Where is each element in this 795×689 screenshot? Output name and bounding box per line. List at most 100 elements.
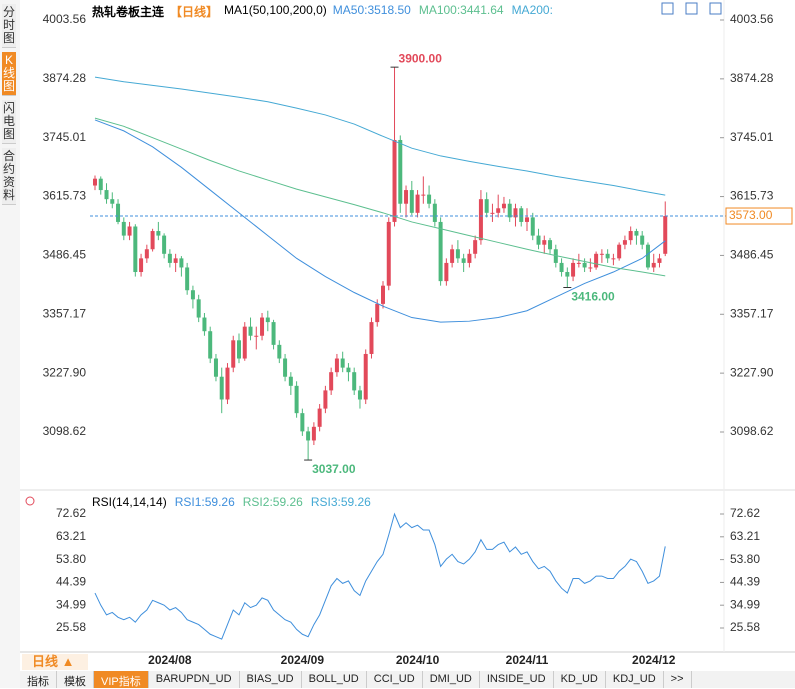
side-tab[interactable]: 合约资料 — [2, 148, 16, 205]
period-button[interactable]: 日线 ▲ — [22, 654, 88, 670]
candle-body — [334, 358, 339, 373]
candle-body — [404, 190, 409, 204]
y-tick-label: 3745.01 — [730, 130, 774, 144]
icon[interactable] — [661, 2, 674, 15]
candle-body — [565, 272, 570, 277]
candle-body — [617, 244, 622, 259]
candle-body — [167, 253, 172, 263]
candle-body — [104, 190, 109, 200]
icon[interactable] — [685, 2, 698, 15]
candle-body — [478, 199, 483, 241]
candle-body — [283, 358, 288, 377]
tab[interactable]: BARUPDN_UD — [149, 671, 240, 688]
candle-body — [306, 431, 311, 441]
tab[interactable]: KD_UD — [554, 671, 606, 688]
candle-body — [311, 426, 316, 441]
y-tick-label: 72.62 — [730, 506, 760, 520]
tab[interactable]: 模板 — [57, 671, 94, 688]
candle-body — [323, 390, 328, 409]
y-tick-label: 3486.45 — [730, 248, 774, 262]
tab[interactable]: CCI_UD — [367, 671, 423, 688]
candle-body — [473, 240, 478, 254]
icon[interactable] — [709, 2, 722, 15]
candle-body — [542, 240, 547, 245]
header: 热轧卷板主连 【日线】 MA1(50,100,200,0) MA50:3518.… — [92, 3, 553, 20]
candle-body — [179, 258, 184, 268]
legend-entry: RSI1:59.26 — [174, 495, 235, 509]
candle-body — [392, 139, 397, 222]
candle-body — [329, 372, 334, 391]
candle-body — [277, 344, 282, 359]
candle-body — [432, 203, 437, 222]
candle-body — [271, 322, 276, 345]
x-tick-label: 2024/09 — [281, 653, 325, 667]
candle-body — [98, 178, 103, 191]
candle-body — [369, 322, 374, 354]
candle-body — [110, 199, 115, 204]
tab[interactable]: DMI_UD — [423, 671, 480, 688]
candle-body — [248, 326, 253, 336]
tab[interactable]: BOLL_UD — [302, 671, 367, 688]
y-tick-label: 3745.01 — [43, 130, 87, 144]
window-icons[interactable] — [661, 2, 722, 15]
candle-body — [173, 258, 178, 263]
tab[interactable]: >> — [664, 671, 692, 688]
rsi-icon[interactable] — [25, 496, 35, 506]
candle-body — [530, 217, 535, 236]
candle-body — [300, 413, 305, 432]
candle-body — [467, 253, 472, 263]
y-tick-label: 25.58 — [56, 620, 86, 634]
y-tick-label: 34.99 — [56, 597, 86, 611]
candle-body — [352, 372, 357, 391]
candle-body — [202, 317, 207, 332]
candle-body — [651, 262, 656, 268]
legend-entry: MA200: — [511, 3, 553, 17]
side-tab[interactable]: 闪电图 — [2, 100, 16, 144]
tab[interactable]: VIP指标 — [94, 671, 149, 688]
side-tab[interactable]: K线图 — [2, 52, 16, 96]
candle-body — [501, 203, 506, 209]
candle-body — [363, 353, 368, 400]
y-tick-label: 53.80 — [730, 552, 760, 566]
period-label[interactable]: 日线 — [32, 654, 59, 669]
legend: MA50:3518.50 MA100:3441.64 MA200: — [333, 3, 553, 20]
tab[interactable]: INSIDE_UD — [480, 671, 554, 688]
period[interactable]: 【日线】 — [170, 5, 219, 19]
tab[interactable]: KDJ_UD — [606, 671, 664, 688]
candle-body — [611, 258, 616, 260]
candle-body — [340, 358, 345, 368]
tab[interactable]: 指标 — [20, 671, 57, 688]
x-tick-label: 2024/12 — [632, 653, 676, 667]
candle-body — [144, 249, 149, 259]
tab[interactable]: BIAS_UD — [240, 671, 302, 688]
candle-body — [415, 194, 420, 213]
side-tab[interactable]: 分时图 — [2, 4, 16, 48]
y-tick-label: 3615.73 — [730, 189, 774, 203]
candle-body — [386, 221, 391, 286]
y-tick-label: 4003.56 — [43, 12, 87, 26]
x-tick-label: 2024/08 — [148, 653, 192, 667]
candle-body — [507, 203, 512, 218]
candle-body — [548, 240, 553, 250]
y-tick-label: 3357.17 — [730, 306, 774, 320]
candle-body — [594, 253, 599, 268]
candle-body — [190, 290, 195, 300]
candle-body — [150, 231, 155, 250]
candle-body — [225, 367, 230, 400]
indicator[interactable]: MA1(50,100,200,0) — [224, 3, 327, 17]
candle-body — [663, 216, 668, 254]
candle-body — [450, 249, 455, 263]
candle-body — [490, 212, 495, 214]
candle-body — [121, 221, 126, 236]
y-tick-label: 63.21 — [56, 529, 86, 543]
candle-body — [375, 303, 380, 323]
title: 热轧卷板主连 — [92, 5, 165, 19]
y-tick-label: 34.99 — [730, 597, 760, 611]
candle-body — [455, 249, 460, 259]
candle-body — [559, 262, 564, 273]
candle-body — [127, 226, 132, 236]
candle-body — [444, 262, 449, 282]
candle-body — [582, 262, 587, 268]
x-tick-label: 2024/10 — [396, 653, 440, 667]
candle-body — [381, 285, 385, 304]
